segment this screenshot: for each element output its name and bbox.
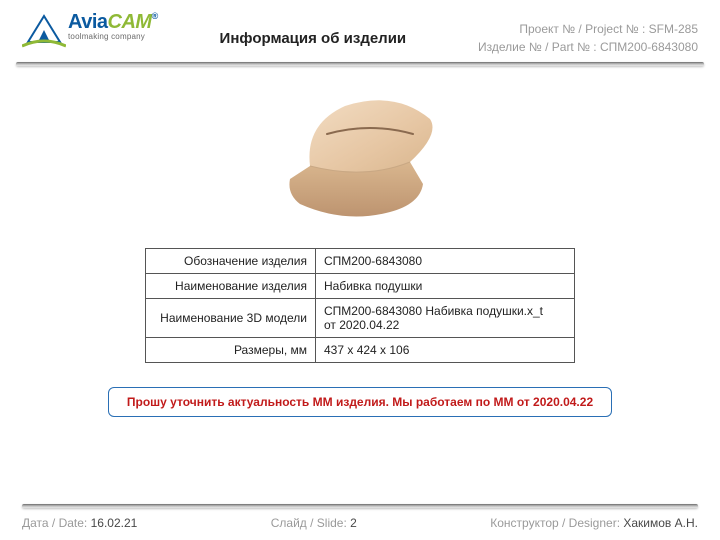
logo-word-green: CAM — [108, 11, 152, 33]
table-value: 437 x 424 x 106 — [316, 338, 575, 363]
project-meta: Проект № / Project № : SFM-285 Изделие №… — [468, 12, 698, 56]
table-row: Обозначение изделия СПМ200-6843080 — [146, 249, 575, 274]
table-value: СПМ200-6843080 Набивка подушки.x_t от 20… — [316, 299, 575, 338]
project-number: Проект № / Project № : SFM-285 — [468, 20, 698, 38]
footer-slide-label: Слайд / Slide: — [271, 516, 347, 530]
notice-box: Прошу уточнить актуальность ММ изделия. … — [108, 387, 612, 417]
table-value: Набивка подушки — [316, 274, 575, 299]
footer-row: Дата / Date: 16.02.21 Слайд / Slide: 2 К… — [22, 516, 698, 530]
footer-slide: Слайд / Slide: 2 — [271, 516, 357, 530]
footer-divider — [22, 504, 698, 508]
footer-date-value: 16.02.21 — [91, 516, 138, 530]
footer-slide-value: 2 — [350, 516, 357, 530]
logo: AviaCAM® toolmaking company — [22, 12, 158, 52]
footer-date: Дата / Date: 16.02.21 — [22, 516, 137, 530]
logo-tagline: toolmaking company — [68, 33, 158, 41]
header: AviaCAM® toolmaking company Информация о… — [0, 0, 720, 62]
footer-designer-label: Конструктор / Designer: — [490, 516, 620, 530]
footer-designer: Конструктор / Designer: Хакимов А.Н. — [490, 516, 698, 530]
content: Обозначение изделия СПМ200-6843080 Наиме… — [0, 66, 720, 417]
logo-text: AviaCAM® toolmaking company — [68, 12, 158, 41]
info-table: Обозначение изделия СПМ200-6843080 Наиме… — [145, 248, 575, 363]
part-number: Изделие № / Part № : СПМ200-6843080 — [468, 38, 698, 56]
page-title: Информация об изделии — [158, 30, 468, 47]
table-value: СПМ200-6843080 — [316, 249, 575, 274]
footer-designer-value: Хакимов А.Н. — [623, 516, 698, 530]
product-render — [255, 84, 465, 234]
table-row: Наименование 3D модели СПМ200-6843080 На… — [146, 299, 575, 338]
table-label: Наименование изделия — [146, 274, 316, 299]
table-row: Наименование изделия Набивка подушки — [146, 274, 575, 299]
logo-wordmark: AviaCAM® — [68, 12, 158, 32]
table-label: Размеры, мм — [146, 338, 316, 363]
table-label: Обозначение изделия — [146, 249, 316, 274]
table-label: Наименование 3D модели — [146, 299, 316, 338]
footer: Дата / Date: 16.02.21 Слайд / Slide: 2 К… — [0, 504, 720, 540]
logo-word-blue: Avia — [68, 11, 108, 33]
footer-date-label: Дата / Date: — [22, 516, 87, 530]
title-block: Информация об изделии — [158, 12, 468, 47]
logo-mark — [22, 12, 66, 52]
table-row: Размеры, мм 437 x 424 x 106 — [146, 338, 575, 363]
